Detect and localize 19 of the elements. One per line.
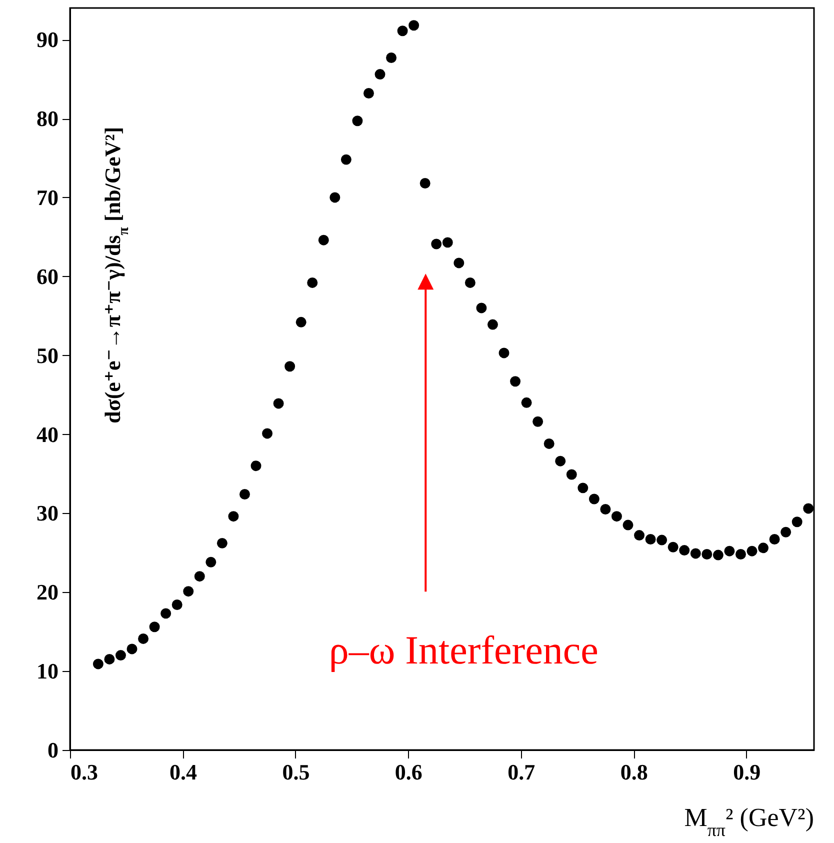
- x-tick-label: 0.7: [508, 760, 536, 784]
- x-tick-label: 0.8: [620, 760, 648, 784]
- y-tick-label: 60: [36, 264, 58, 289]
- y-tick-label: 80: [36, 106, 58, 132]
- y-tick-label: 70: [36, 184, 58, 210]
- y-tick-label: 50: [36, 342, 58, 368]
- y-tick-label: 20: [36, 580, 58, 605]
- y-tick-label: 30: [36, 500, 58, 526]
- y-tick-label: 10: [36, 658, 58, 684]
- x-tick-label: 0.4: [169, 760, 197, 784]
- y-tick-label: 90: [36, 27, 58, 52]
- x-tick-label: 0.5: [282, 760, 310, 784]
- y-tick-label: 0: [48, 738, 58, 762]
- annotation: ρ–ω Interference: [328, 628, 598, 673]
- x-tick-label: 0.9: [733, 760, 761, 784]
- y-tick-label: 40: [36, 422, 58, 447]
- x-tick-label: 0.3: [70, 760, 98, 784]
- x-tick-label: 0.6: [394, 760, 422, 784]
- x-axis-title: M$_{ππ}$² (GeV²): [684, 803, 814, 840]
